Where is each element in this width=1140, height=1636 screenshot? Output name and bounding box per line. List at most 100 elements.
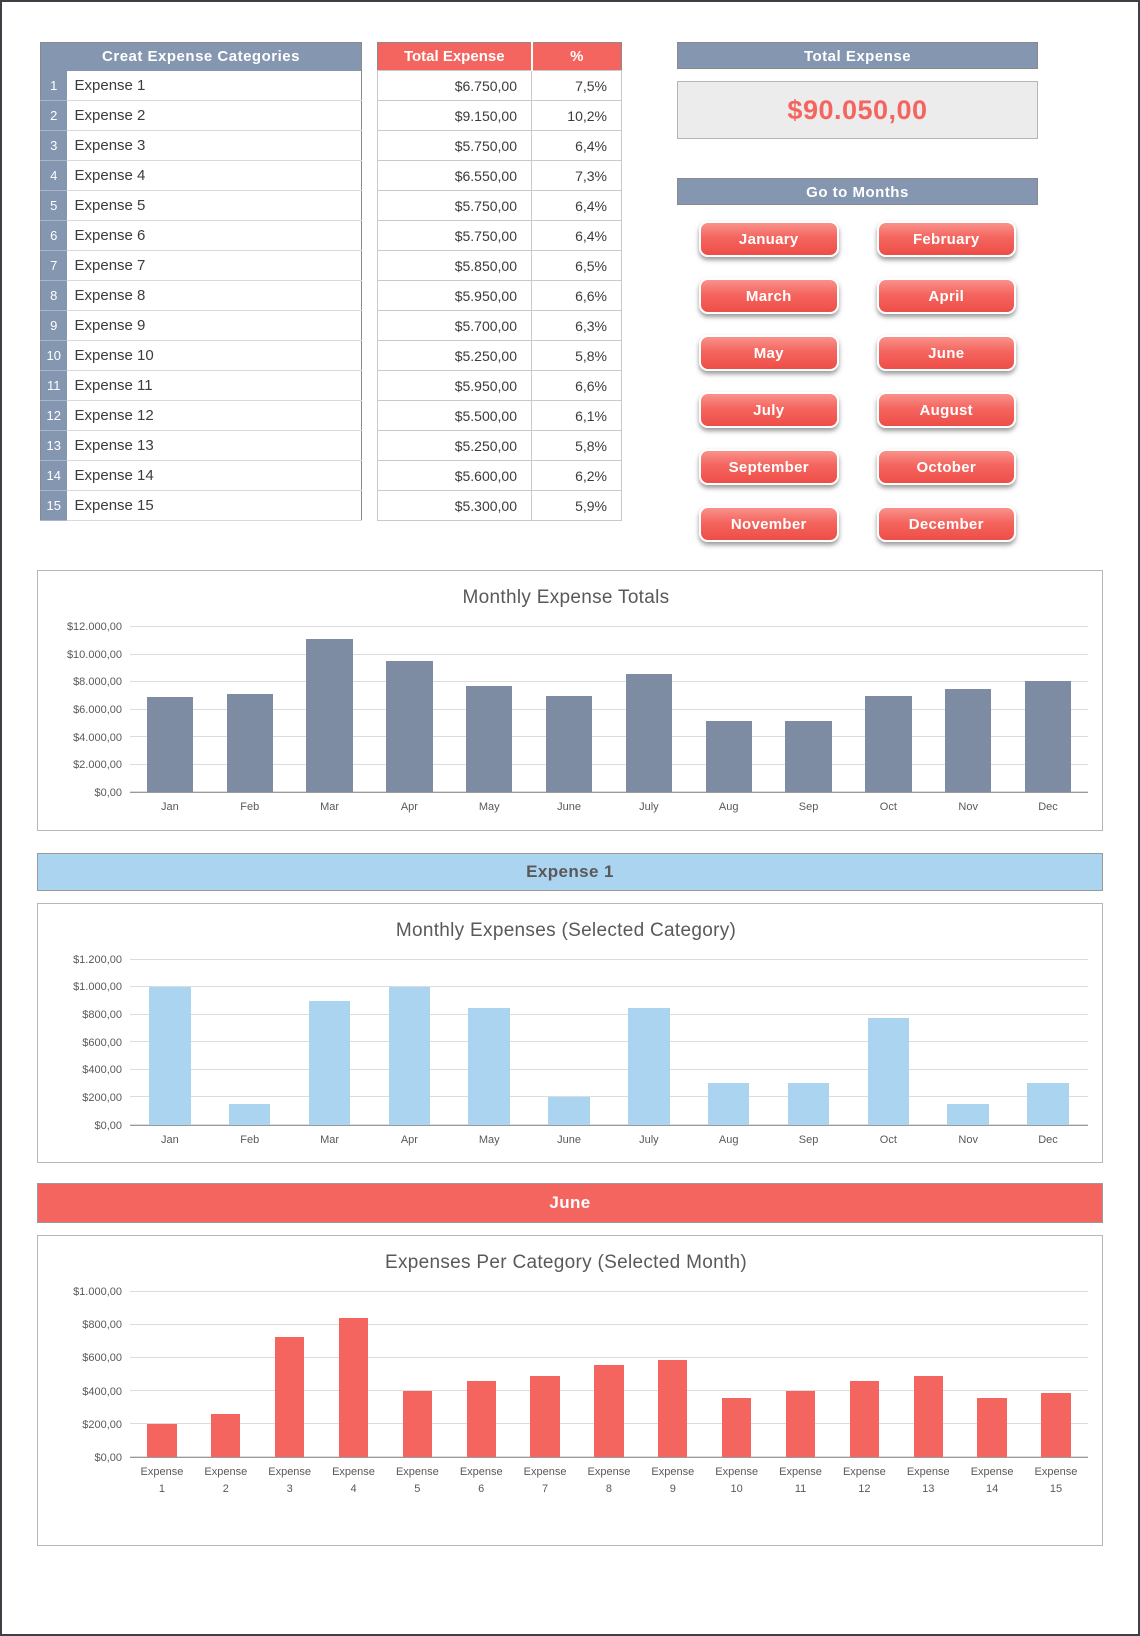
category-row: 3 Expense 3 — [40, 130, 362, 161]
bar-cell — [1008, 960, 1088, 1125]
category-total: $5.250,00 — [377, 340, 532, 371]
bar-june — [545, 695, 593, 792]
totals-row: $5.300,00 5,9% — [377, 490, 622, 521]
bar-cell — [641, 1292, 705, 1457]
months-grid: January February March April May June July Augu… — [677, 221, 1038, 542]
bar-cell — [210, 627, 290, 792]
bar-expense-7 — [530, 1376, 560, 1457]
bar-expense-2 — [211, 1414, 241, 1457]
category-name: Expense 12 — [66, 400, 362, 431]
x-tick-label: Expense 2 — [204, 1466, 248, 1495]
chart-title: Monthly Expenses (Selected Category) — [395, 919, 737, 941]
x-tick-label: July — [639, 801, 659, 813]
y-tick-label: $400,00 — [82, 1385, 122, 1398]
bar-mar — [306, 639, 353, 792]
category-row: 10 Expense 10 — [40, 340, 362, 371]
total-expense-value: $90.050,00 — [787, 94, 928, 125]
y-tick-label: $4.000,00 — [73, 731, 122, 744]
x-tick-label: Dec — [1038, 1133, 1058, 1146]
go-to-months-header: Go to Months — [677, 178, 1038, 205]
bar-cell — [322, 1292, 386, 1457]
x-tick-label: Nov — [958, 1133, 978, 1146]
category-name: Expense 5 — [66, 190, 362, 221]
totals-table: Total Expense % $6.750,00 7,5% $9.150,00 10… — [377, 42, 622, 521]
gridline — [130, 1096, 1088, 1097]
bar-cell — [449, 1292, 513, 1457]
category-percent: 6,3% — [531, 310, 622, 341]
category-percent: 6,1% — [531, 400, 622, 431]
category-row: 14 Expense 14 — [40, 460, 362, 491]
plot-wrap: Jan Feb Mar Apr May June July Aug Sep Oct Nov Dec — [130, 958, 1088, 1149]
chart-body: $0,00 $2.000,00 $4.000,00 $6.000,00 $8.000,0… — [44, 621, 1088, 816]
bar-cell — [513, 1292, 577, 1457]
x-tick-label: Sep — [798, 1133, 819, 1146]
x-tick-label: Expense 5 — [395, 1466, 439, 1495]
y-tick-label: $800,00 — [82, 1319, 122, 1332]
category-percent: 5,9% — [531, 490, 622, 521]
category-percent: 6,4% — [531, 220, 622, 251]
bar-cell — [609, 960, 689, 1125]
month-button-july[interactable]: July — [699, 392, 839, 428]
bar-oct — [867, 1017, 910, 1125]
category-row: 7 Expense 7 — [40, 250, 362, 281]
row-number: 9 — [40, 310, 67, 341]
x-tick-label: Jan — [161, 801, 179, 813]
category-name: Expense 14 — [66, 460, 362, 491]
category-total: $5.950,00 — [377, 280, 532, 311]
month-button-march[interactable]: March — [699, 278, 839, 314]
bar-expense-13 — [913, 1376, 943, 1457]
x-tick-label: June — [557, 801, 581, 813]
month-button-november[interactable]: November — [699, 506, 839, 542]
bar-cell — [290, 627, 370, 792]
bar-sep — [787, 1083, 830, 1125]
plot-area — [130, 1291, 1088, 1458]
totals-row: $5.500,00 6,1% — [377, 400, 622, 431]
month-button-february[interactable]: February — [876, 221, 1016, 257]
month-button-december[interactable]: December — [876, 506, 1016, 542]
month-button-september[interactable]: September — [699, 449, 839, 485]
x-axis: Jan Feb Mar Apr May June July Aug Sep Oct Nov Dec — [130, 793, 1088, 816]
gridline — [130, 763, 1088, 765]
category-percent: 6,4% — [531, 130, 622, 161]
category-row: 2 Expense 2 — [40, 100, 362, 131]
gridline — [130, 1068, 1088, 1070]
y-tick-label: $1.000,00 — [73, 1286, 122, 1298]
chart-body: $0,00 $200,00 $400,00 $600,00 $800,00 $1.000,… — [44, 954, 1088, 1149]
month-button-june[interactable]: June — [876, 335, 1016, 371]
category-percent: 10,2% — [531, 100, 622, 131]
bar-cell — [928, 627, 1008, 792]
bar-expense-6 — [466, 1381, 496, 1457]
gridline — [130, 681, 1088, 682]
chart-title: Expenses Per Category (Selected Month) — [384, 1252, 748, 1273]
bar-cell — [369, 627, 449, 792]
bar-expense-1 — [147, 1424, 177, 1457]
bar-aug — [707, 1083, 750, 1125]
y-axis: $0,00 $200,00 $400,00 $600,00 $800,00 $1.000,… — [44, 1286, 130, 1464]
y-tick-label: $0,00 — [94, 787, 122, 799]
month-button-january[interactable]: January — [699, 221, 839, 257]
row-number: 15 — [40, 490, 67, 521]
x-tick-label: July — [639, 1133, 659, 1146]
month-button-october[interactable]: October — [876, 449, 1016, 485]
y-tick-label: $8.000,00 — [73, 676, 122, 689]
category-row: 6 Expense 6 — [40, 220, 362, 251]
y-tick-label: $12.000,00 — [66, 621, 122, 633]
category-name: Expense 3 — [66, 130, 362, 161]
bar-expense-14 — [977, 1397, 1007, 1457]
gridline — [130, 986, 1088, 987]
month-button-august[interactable]: August — [876, 392, 1016, 428]
month-button-may[interactable]: May — [699, 335, 839, 371]
category-total: $5.300,00 — [377, 490, 532, 521]
bar-cell — [848, 627, 928, 792]
bar-apr — [388, 987, 431, 1125]
x-tick-label: Expense 1 — [140, 1466, 184, 1495]
x-tick-label: Oct — [879, 801, 897, 813]
y-tick-label: $400,00 — [82, 1064, 122, 1077]
month-button-april[interactable]: April — [876, 278, 1016, 314]
row-number: 12 — [40, 400, 67, 431]
category-name: Expense 9 — [66, 310, 362, 341]
chart-monthly-expense-totals: Monthly Expense Totals $0,00 $2.000,00 $4.… — [37, 570, 1103, 831]
category-row: 1 Expense 1 — [40, 70, 362, 101]
x-tick-label: Expense 3 — [268, 1466, 312, 1495]
